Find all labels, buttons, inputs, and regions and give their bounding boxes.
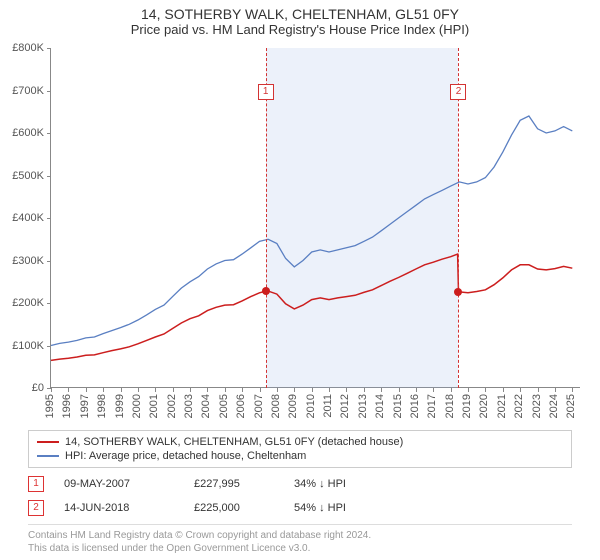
x-tick-label: 1998	[96, 394, 108, 418]
x-tick-label: 2015	[392, 394, 404, 418]
x-tick-label: 2024	[548, 394, 560, 418]
x-tick-label: 2019	[461, 394, 473, 418]
y-tick-label: £100K	[0, 340, 44, 352]
legend-row: HPI: Average price, detached house, Chel…	[37, 449, 563, 463]
chart-title: 14, SOTHERBY WALK, CHELTENHAM, GL51 0FY	[0, 0, 600, 22]
trade-date: 14-JUN-2018	[64, 502, 174, 514]
x-tick-label: 2020	[478, 394, 490, 418]
chart-subtitle: Price paid vs. HM Land Registry's House …	[0, 22, 600, 43]
y-tick-label: £300K	[0, 255, 44, 267]
y-tick-label: £500K	[0, 170, 44, 182]
x-tick-label: 2013	[357, 394, 369, 418]
chart-area: 12 £0£100K£200K£300K£400K£500K£600K£700K…	[50, 48, 580, 388]
x-tick-label: 2006	[235, 394, 247, 418]
trade-date: 09-MAY-2007	[64, 478, 174, 490]
y-tick-label: £700K	[0, 85, 44, 97]
trade-diff: 34% ↓ HPI	[294, 478, 374, 490]
y-tick-label: £800K	[0, 42, 44, 54]
x-tick-label: 2021	[496, 394, 508, 418]
trade-row: 2 14-JUN-2018 £225,000 54% ↓ HPI	[28, 496, 572, 520]
y-tick-label: £400K	[0, 212, 44, 224]
x-tick-label: 1997	[79, 394, 91, 418]
x-tick-label: 1995	[44, 394, 56, 418]
series-line	[51, 254, 572, 360]
x-tick-label: 2001	[148, 394, 160, 418]
trade-marker-box: 1	[28, 476, 44, 492]
down-arrow-icon: ↓	[319, 502, 325, 514]
legend-swatch-1	[37, 455, 59, 457]
x-tick-label: 2003	[183, 394, 195, 418]
x-tick-label: 2005	[218, 394, 230, 418]
x-tick-label: 2008	[270, 394, 282, 418]
x-tick-label: 2018	[444, 394, 456, 418]
x-tick-label: 2012	[339, 394, 351, 418]
x-tick-label: 2010	[305, 394, 317, 418]
footer-line-2: This data is licensed under the Open Gov…	[28, 542, 572, 555]
y-tick-label: £200K	[0, 297, 44, 309]
sale-point-dot	[454, 288, 462, 296]
x-tick-label: 2009	[287, 394, 299, 418]
x-tick-label: 2022	[513, 394, 525, 418]
plot-region: 12	[50, 48, 580, 388]
sale-marker: 2	[450, 84, 466, 100]
trade-price: £227,995	[194, 478, 274, 490]
x-tick-label: 2002	[166, 394, 178, 418]
footer-line-1: Contains HM Land Registry data © Crown c…	[28, 529, 572, 542]
series-line	[51, 116, 572, 346]
x-tick-label: 2004	[200, 394, 212, 418]
sale-point-dot	[262, 287, 270, 295]
x-tick-label: 2000	[131, 394, 143, 418]
x-tick-label: 2007	[253, 394, 265, 418]
x-tick-label: 2025	[565, 394, 577, 418]
trade-price: £225,000	[194, 502, 274, 514]
sale-marker: 1	[258, 84, 274, 100]
x-tick-label: 2014	[374, 394, 386, 418]
down-arrow-icon: ↓	[319, 478, 325, 490]
trade-marker-box: 2	[28, 500, 44, 516]
legend-label-0: 14, SOTHERBY WALK, CHELTENHAM, GL51 0FY …	[65, 436, 403, 448]
x-tick-label: 2016	[409, 394, 421, 418]
y-tick-label: £0	[0, 382, 44, 394]
x-tick-label: 1999	[114, 394, 126, 418]
series-svg	[51, 48, 581, 388]
trade-row: 1 09-MAY-2007 £227,995 34% ↓ HPI	[28, 472, 572, 496]
y-tick-label: £600K	[0, 127, 44, 139]
footer-attribution: Contains HM Land Registry data © Crown c…	[28, 524, 572, 555]
x-tick-label: 2011	[322, 394, 334, 418]
chart-container: 14, SOTHERBY WALK, CHELTENHAM, GL51 0FY …	[0, 0, 600, 560]
legend-swatch-0	[37, 441, 59, 443]
legend-box: 14, SOTHERBY WALK, CHELTENHAM, GL51 0FY …	[28, 430, 572, 468]
x-tick-label: 2023	[531, 394, 543, 418]
trades-table: 1 09-MAY-2007 £227,995 34% ↓ HPI 2 14-JU…	[28, 472, 572, 520]
legend-label-1: HPI: Average price, detached house, Chel…	[65, 450, 306, 462]
x-tick-label: 1996	[61, 394, 73, 418]
legend-row: 14, SOTHERBY WALK, CHELTENHAM, GL51 0FY …	[37, 435, 563, 449]
x-tick-label: 2017	[426, 394, 438, 418]
trade-diff: 54% ↓ HPI	[294, 502, 374, 514]
